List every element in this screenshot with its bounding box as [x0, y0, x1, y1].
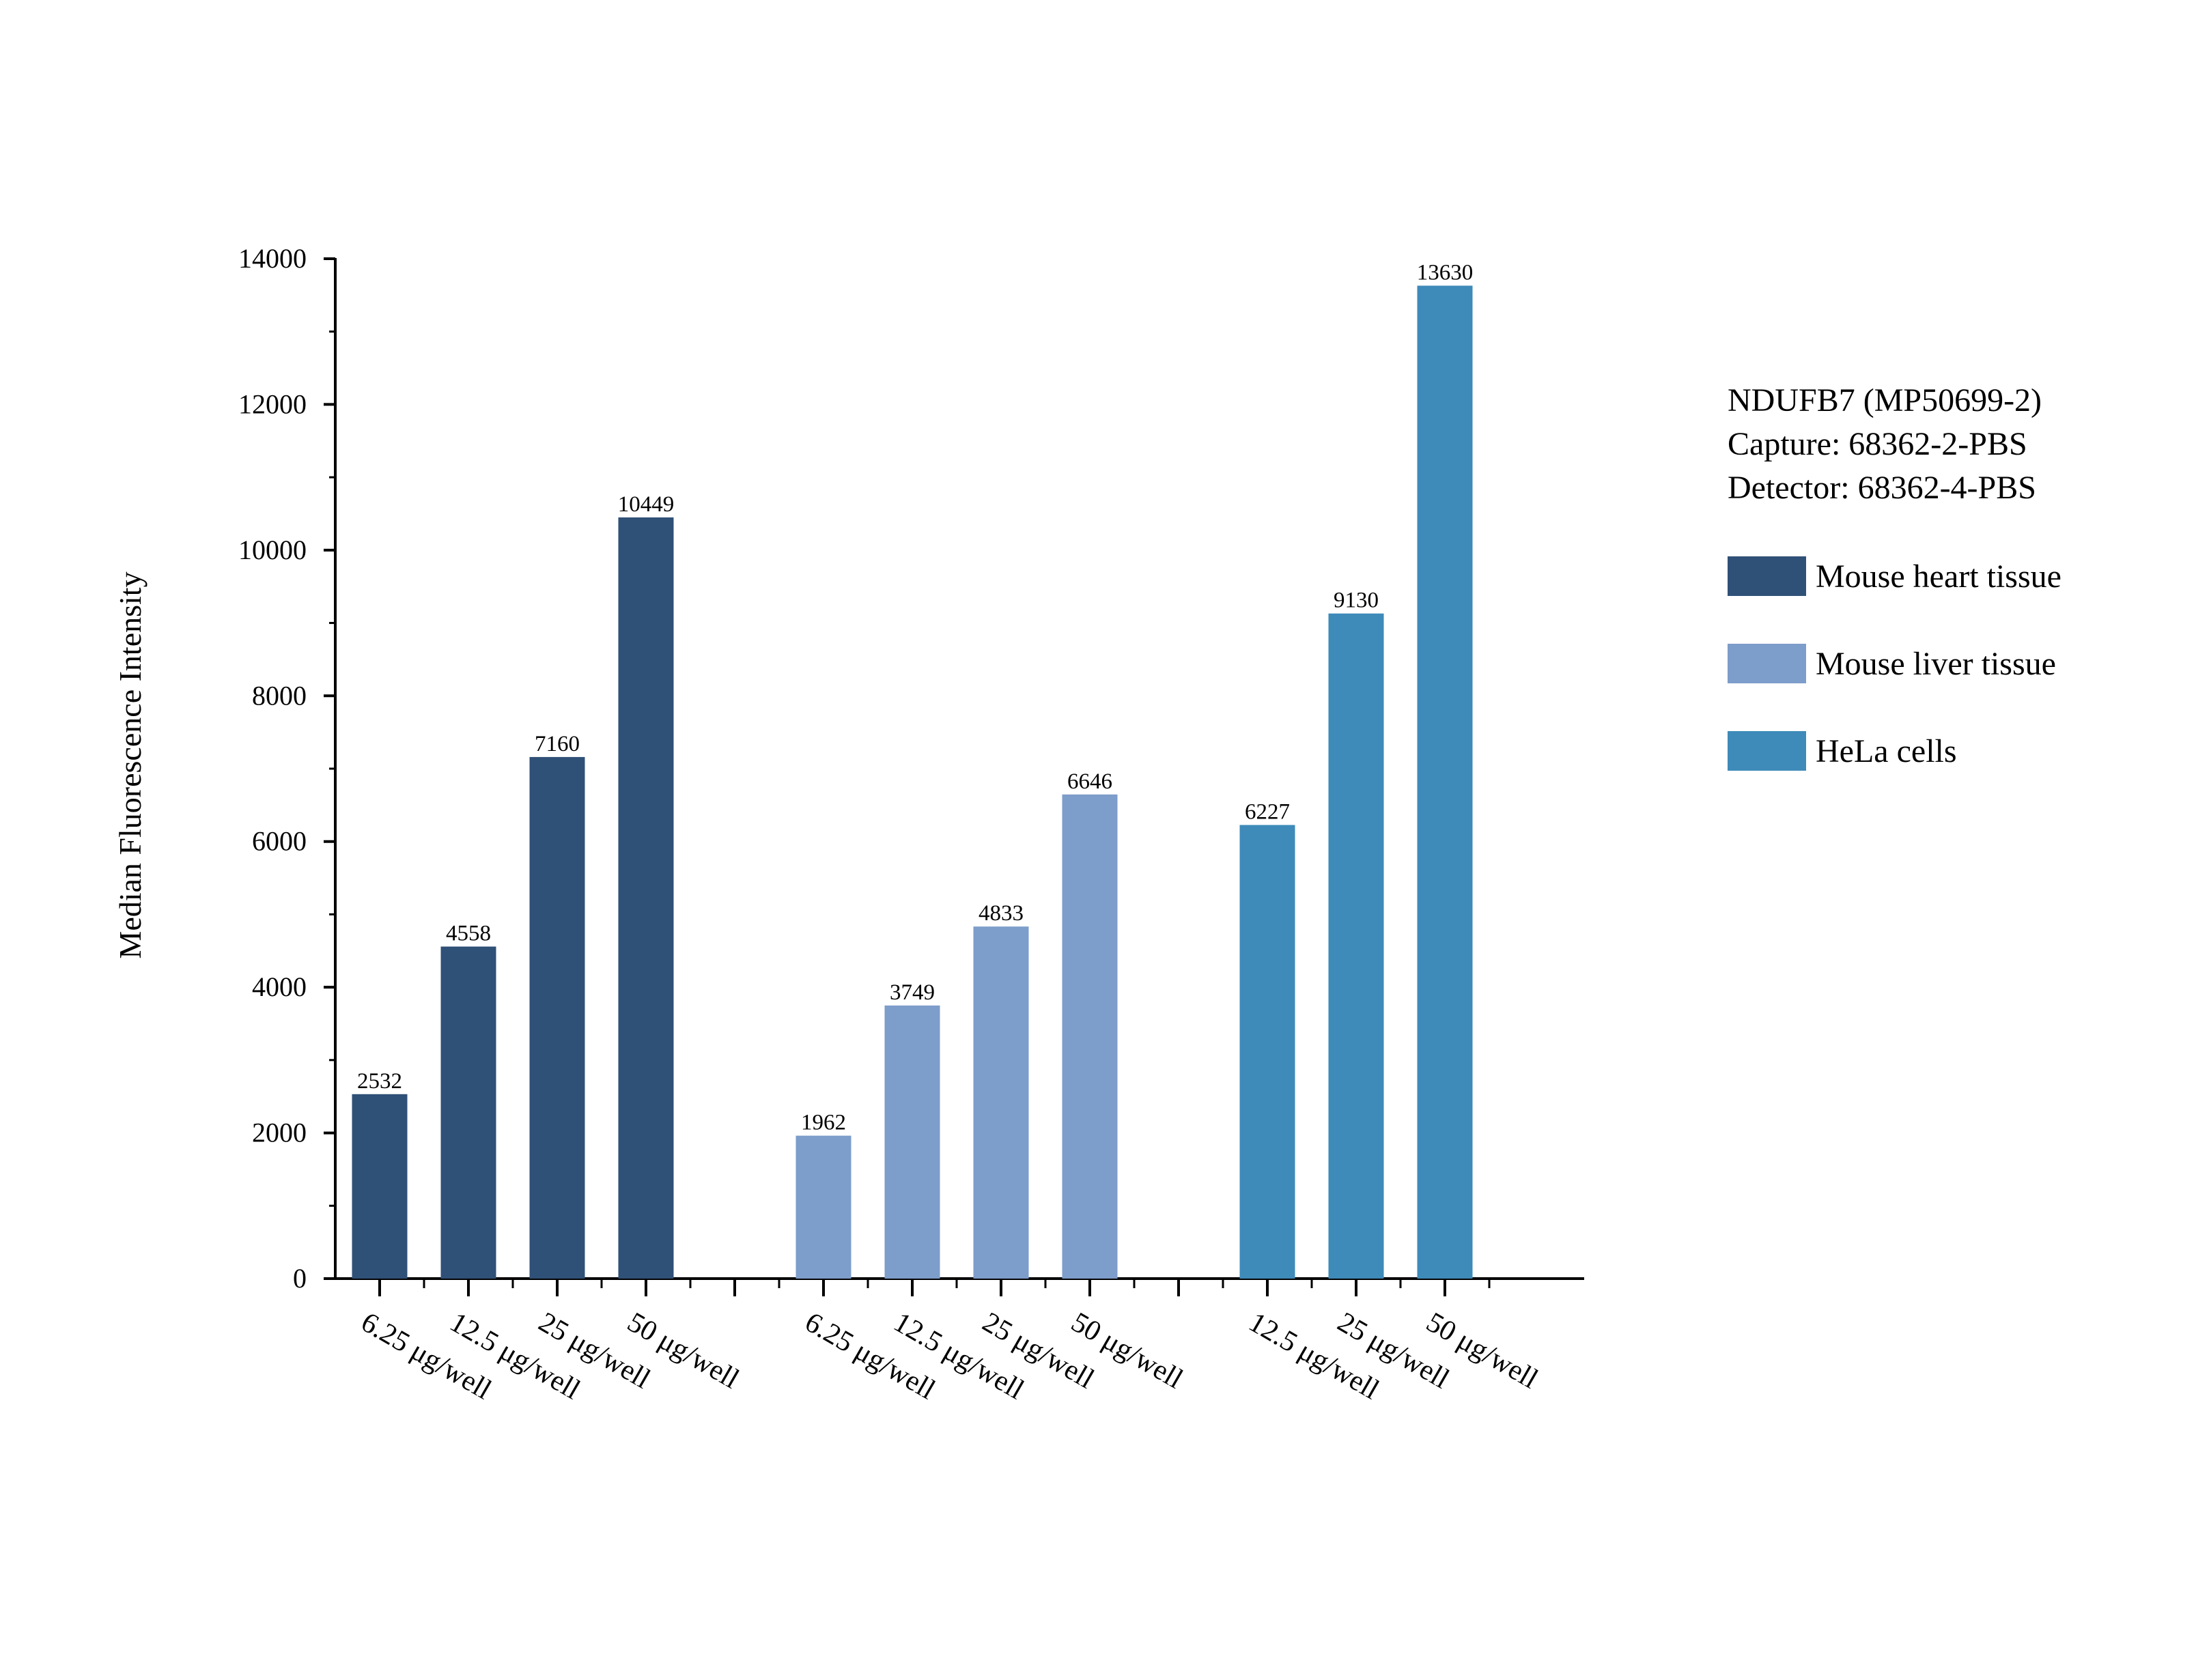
y-tick-label: 6000 [252, 826, 307, 857]
chart-title: NDUFB7 (MP50699-2) [1728, 382, 2042, 418]
bar-mouse-liver-tissue-25-g-well [973, 926, 1029, 1279]
bar-hela-cells-25-g-well [1328, 613, 1384, 1279]
legend-swatch-hela [1728, 731, 1806, 771]
bar-mouse-liver-tissue-12-5-g-well [884, 1005, 940, 1279]
y-tick-label: 8000 [252, 680, 307, 711]
legend-swatch-mouse-liver [1728, 644, 1806, 683]
legend-items: Mouse heart tissue Mouse liver tissue He… [1728, 555, 2061, 772]
capture-line: Capture: 68362-2-PBS [1728, 426, 2027, 462]
bar-value-label: 4558 [446, 922, 491, 946]
legend-item-mouse-heart: Mouse heart tissue [1728, 555, 2061, 597]
bar-value-label: 7160 [535, 732, 580, 756]
bar-mouse-liver-tissue-6-25-g-well [796, 1135, 851, 1279]
y-tick-label: 12000 [238, 388, 307, 419]
y-tick-label: 0 [293, 1263, 307, 1294]
bar-mouse-heart-tissue-50-g-well [618, 517, 674, 1279]
y-tick-label: 2000 [252, 1117, 307, 1148]
legend: NDUFB7 (MP50699-2) Capture: 68362-2-PBS … [1728, 379, 2061, 817]
y-tick-label: 4000 [252, 971, 307, 1002]
bar-mouse-liver-tissue-50-g-well [1062, 794, 1118, 1279]
bar-hela-cells-50-g-well [1417, 285, 1473, 1279]
legend-label-mouse-liver: Mouse liver tissue [1816, 645, 2056, 682]
y-tick-label: 10000 [238, 535, 307, 565]
legend-swatch-mouse-heart [1728, 556, 1806, 596]
legend-item-mouse-liver: Mouse liver tissue [1728, 642, 2061, 685]
bar-hela-cells-12-5-g-well [1239, 825, 1295, 1279]
bar-value-label: 2532 [357, 1069, 402, 1094]
y-tick-label: 14000 [238, 243, 307, 274]
legend-label-hela: HeLa cells [1816, 732, 1957, 769]
legend-item-hela: HeLa cells [1728, 730, 2061, 772]
y-axis-title: Median Fluorescence Intensity [113, 571, 147, 958]
legend-label-mouse-heart: Mouse heart tissue [1816, 558, 2061, 595]
legend-title-block: NDUFB7 (MP50699-2) Capture: 68362-2-PBS … [1728, 379, 2061, 510]
bar-value-label: 13630 [1417, 260, 1474, 285]
bar-value-label: 1962 [801, 1111, 846, 1135]
bar-value-label: 6646 [1067, 769, 1112, 794]
bar-value-label: 10449 [618, 492, 675, 517]
bar-mouse-heart-tissue-25-g-well [529, 756, 585, 1279]
bar-mouse-heart-tissue-12-5-g-well [440, 946, 496, 1279]
bar-value-label: 6227 [1245, 799, 1290, 824]
detector-line: Detector: 68362-4-PBS [1728, 470, 2036, 506]
bar-value-label: 9130 [1334, 588, 1379, 613]
bar-value-label: 3749 [890, 980, 935, 1005]
bar-mouse-heart-tissue-6-25-g-well [352, 1094, 408, 1279]
bar-value-label: 4833 [979, 901, 1024, 926]
